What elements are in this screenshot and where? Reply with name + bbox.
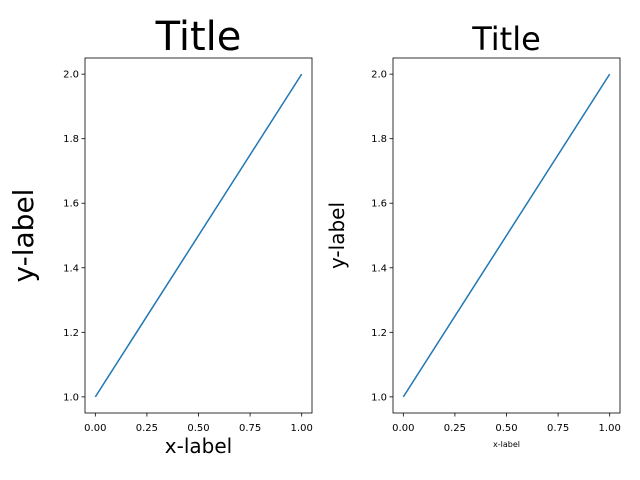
y-tick-label: 1.2: [371, 328, 387, 339]
x-tick-label: 0.00: [84, 423, 106, 434]
y-axis-label: y-label: [7, 189, 40, 283]
y-tick-label: 2.0: [63, 70, 79, 81]
y-tick-label: 1.6: [63, 199, 79, 210]
x-tick-label: 1.00: [599, 423, 621, 434]
x-tick-label: 0.50: [187, 423, 209, 434]
y-tick-label: 1.6: [371, 199, 387, 210]
chart-title: Title: [471, 20, 541, 58]
x-tick-label: 0.75: [547, 423, 569, 434]
x-tick-label: 0.00: [392, 423, 414, 434]
axes-frame: [392, 57, 621, 414]
data-line: [402, 73, 611, 398]
y-tick-label: 1.2: [63, 328, 79, 339]
y-tick-label: 1.0: [63, 392, 79, 403]
y-tick-label: 1.4: [371, 263, 387, 274]
axes-frame: [84, 57, 313, 414]
y-tick-label: 2.0: [371, 70, 387, 81]
y-tick-label: 1.4: [63, 263, 79, 274]
x-tick-label: 0.25: [444, 423, 466, 434]
y-tick-label: 1.8: [63, 134, 79, 145]
x-tick-label: 0.75: [239, 423, 261, 434]
x-tick-label: 0.25: [136, 423, 158, 434]
x-tick-label: 1.00: [291, 423, 313, 434]
y-tick-label: 1.0: [371, 392, 387, 403]
x-axis-label: x-label: [493, 440, 520, 449]
x-tick-label: 0.50: [495, 423, 517, 434]
x-axis-label: x-label: [165, 434, 232, 458]
chart-title: Title: [155, 14, 242, 60]
y-axis-label: y-label: [325, 202, 349, 269]
y-tick-label: 1.8: [371, 134, 387, 145]
data-line: [94, 73, 303, 398]
